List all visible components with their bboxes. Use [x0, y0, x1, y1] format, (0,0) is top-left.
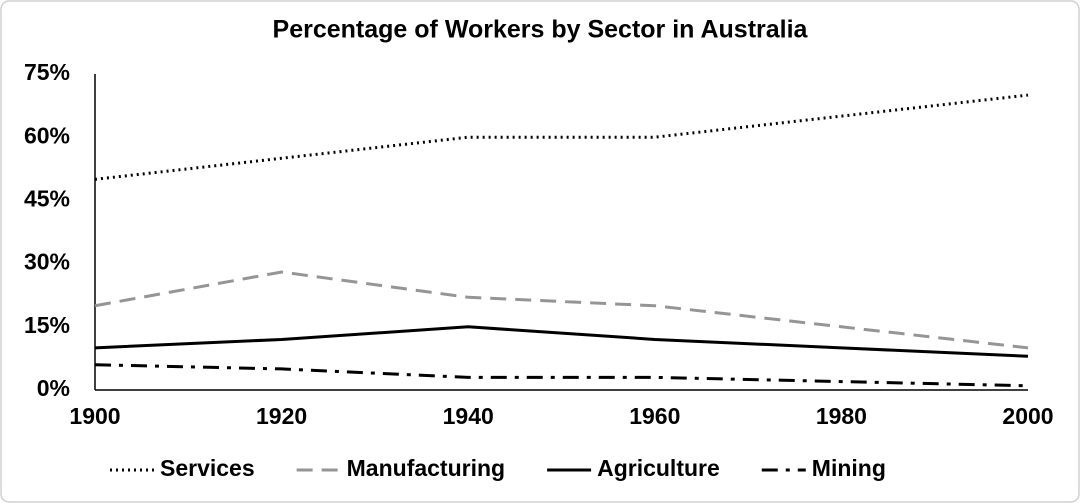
- legend-label: Mining: [812, 455, 886, 481]
- series-line: [94, 363, 1029, 388]
- legend-label: Agriculture: [597, 455, 720, 481]
- series-line: [94, 93, 1029, 181]
- series-line: [94, 270, 1029, 350]
- legend-label: Services: [160, 455, 255, 481]
- y-tick-label: 0%: [37, 375, 70, 401]
- y-tick-label: 60%: [24, 122, 70, 148]
- x-tick-label: 1940: [443, 403, 494, 429]
- x-tick-label: 1900: [69, 403, 120, 429]
- y-tick-label: 75%: [24, 59, 70, 85]
- y-tick-label: 15%: [24, 312, 70, 338]
- series-line: [94, 325, 1029, 358]
- y-tick-label: 30%: [24, 249, 70, 275]
- x-tick-label: 1980: [816, 403, 867, 429]
- x-tick-label: 1920: [256, 403, 307, 429]
- x-tick-label: 2000: [1002, 403, 1053, 429]
- x-tick-label: 1960: [629, 403, 680, 429]
- legend-label: Manufacturing: [347, 455, 505, 481]
- chart-title: Percentage of Workers by Sector in Austr…: [273, 16, 809, 44]
- y-tick-label: 45%: [24, 185, 70, 211]
